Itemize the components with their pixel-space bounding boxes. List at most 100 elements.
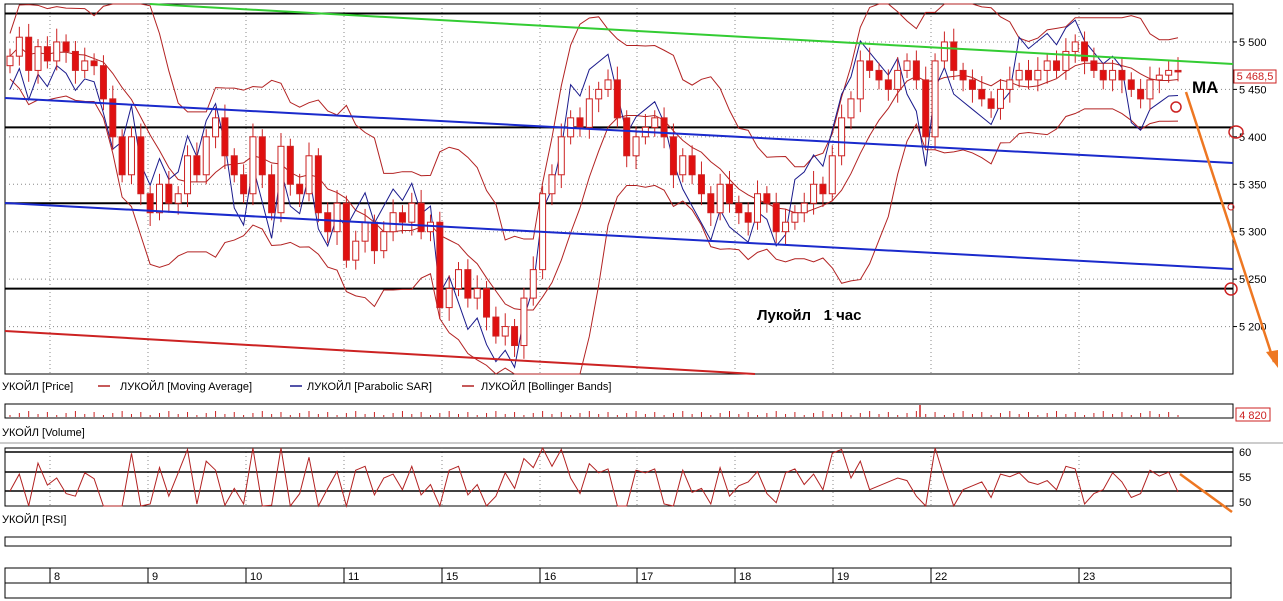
candle xyxy=(1155,67,1163,94)
level-marker-circle xyxy=(1227,203,1235,211)
candle xyxy=(884,69,892,101)
candle xyxy=(380,221,388,259)
candle xyxy=(1034,57,1042,92)
candle xyxy=(1118,57,1126,94)
candle xyxy=(772,192,780,244)
candle xyxy=(184,145,192,208)
price-legend: УКОЙЛ [Price] ЛУКОЙЛ [Moving Average] ЛУ… xyxy=(2,380,611,393)
candle xyxy=(987,91,995,118)
y-tick-label-5: 5 250 xyxy=(1239,274,1267,286)
date-tick-label-1: 9 xyxy=(152,571,158,583)
horizontal-levels xyxy=(5,12,1233,290)
date-tick-label-7: 18 xyxy=(739,571,751,583)
candle xyxy=(212,107,220,149)
candle xyxy=(43,36,51,69)
target-circle-2 xyxy=(1224,282,1238,296)
candle xyxy=(333,189,341,245)
candle xyxy=(324,202,332,244)
candle xyxy=(146,186,154,226)
y-tick-label-4: 5 300 xyxy=(1239,227,1267,239)
chart-annotation: Лукойл 1 час xyxy=(757,307,862,324)
candle xyxy=(314,148,322,223)
candle xyxy=(1071,34,1079,63)
rsi-tick-55: 55 xyxy=(1239,472,1251,484)
candle xyxy=(99,55,107,111)
candle xyxy=(165,170,173,213)
rsi-line xyxy=(9,446,1179,508)
parabolic-sar-line xyxy=(9,19,1179,369)
ma-label: MA xyxy=(1192,78,1218,97)
bollinger-upper xyxy=(9,3,1179,241)
candle xyxy=(950,28,958,80)
candle xyxy=(866,47,874,78)
candle xyxy=(127,126,135,185)
date-tick-label-0: 8 xyxy=(54,571,60,583)
candle xyxy=(557,123,565,189)
rsi-tick-60: 60 xyxy=(1239,447,1251,459)
candle xyxy=(1043,53,1051,84)
price-panel: 5 500 5 450 5 400 5 350 5 300 5 250 5 200 5 46… xyxy=(4,3,1278,375)
candle xyxy=(754,180,762,230)
candle xyxy=(408,192,416,236)
candle xyxy=(268,164,276,221)
candle xyxy=(725,170,733,213)
candle xyxy=(623,110,631,168)
candle xyxy=(6,48,14,74)
candle xyxy=(613,66,621,128)
date-tick-label-9: 22 xyxy=(935,571,947,583)
candle xyxy=(1090,47,1098,78)
legend-parabolic-sar: ЛУКОЙЛ [Parabolic SAR] xyxy=(307,380,432,393)
y-tick-label-6: 5 200 xyxy=(1239,322,1267,334)
candle xyxy=(174,186,182,215)
candle xyxy=(810,170,818,215)
candle xyxy=(118,129,126,183)
candle xyxy=(221,104,229,170)
candle xyxy=(137,123,145,206)
channel-upper-trendline xyxy=(4,97,1234,164)
candle xyxy=(968,69,976,103)
candle xyxy=(1137,78,1145,109)
candle xyxy=(828,145,836,202)
candle xyxy=(492,306,500,344)
candle xyxy=(959,62,967,92)
candle xyxy=(763,186,771,213)
y-tick-label-2: 5 400 xyxy=(1239,132,1267,144)
date-tick-label-6: 17 xyxy=(641,571,653,583)
candle xyxy=(707,186,715,226)
date-tick-label-3: 11 xyxy=(348,571,359,583)
candle xyxy=(1015,62,1023,88)
parabolic-sar xyxy=(9,19,1179,369)
candle xyxy=(931,53,939,151)
last-price-circle xyxy=(1170,101,1182,113)
date-ticks: 8 9 10 11 15 16 17 18 19 22 23 xyxy=(49,568,1095,583)
candle xyxy=(230,148,238,183)
candle xyxy=(548,164,556,206)
candle xyxy=(1099,62,1107,90)
candle xyxy=(697,161,705,206)
moving-average-line xyxy=(9,46,1179,311)
empty-indicator-panel xyxy=(4,536,1232,547)
legend-volume: УКОЙЛ [Volume] xyxy=(2,426,85,439)
bollinger-bands xyxy=(9,3,1179,375)
last-price-badge: 5 468,5 xyxy=(1233,69,1277,84)
candle xyxy=(847,91,855,130)
candle xyxy=(744,202,752,236)
candle xyxy=(71,41,79,84)
candle xyxy=(819,176,827,208)
y-tick-label-3: 5 350 xyxy=(1239,179,1267,191)
y-tick-label-0: 5 500 xyxy=(1239,37,1267,49)
candle xyxy=(109,85,117,151)
legend-rsi: УКОЙЛ [RSI] xyxy=(2,513,66,526)
candle xyxy=(511,318,519,357)
candle xyxy=(258,129,266,189)
candle xyxy=(193,142,201,183)
volume-value-badge: 4 820 xyxy=(1239,410,1267,422)
candle xyxy=(501,313,509,346)
candle xyxy=(455,262,463,297)
candle xyxy=(202,129,210,185)
y-tick-label-1: 5 450 xyxy=(1239,84,1267,96)
candle xyxy=(716,173,724,221)
candle xyxy=(856,50,864,113)
candle xyxy=(1146,66,1154,111)
